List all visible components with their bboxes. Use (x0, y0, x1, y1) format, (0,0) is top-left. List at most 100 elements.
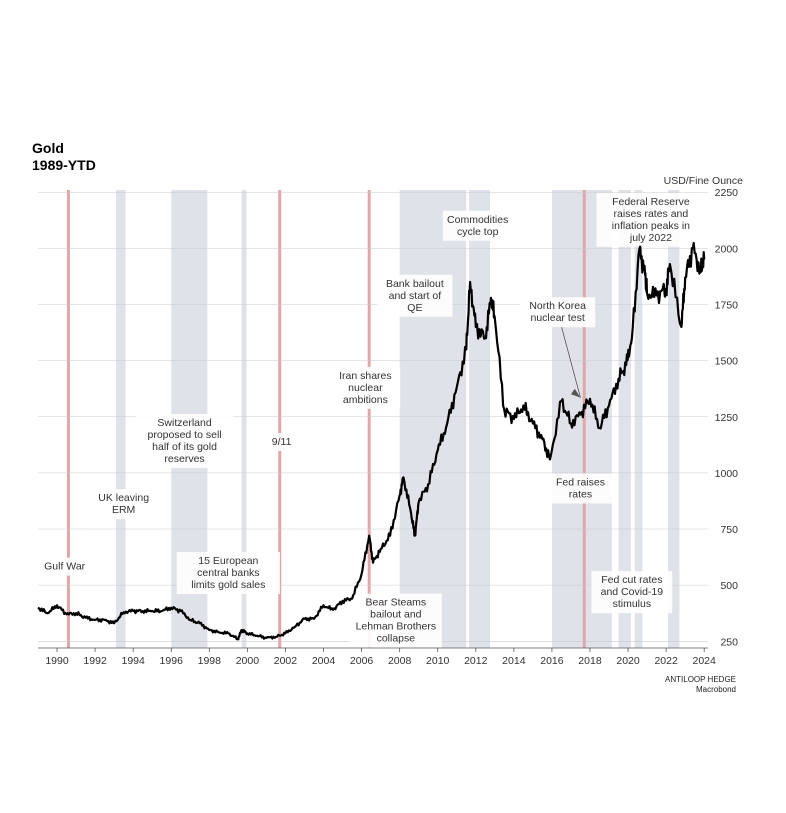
annotation-text-9-0: North Korea (529, 300, 586, 312)
annotation-arrow-line (561, 327, 581, 398)
annotation-box-7 (377, 274, 453, 317)
shaded-region-3 (399, 190, 467, 648)
x-tick-label-7: 2004 (312, 655, 336, 667)
annotation-3: 9/11 (266, 433, 297, 452)
annotation-text-11-1: and Covid-19 (601, 586, 664, 598)
shaded-region-2 (241, 190, 247, 648)
shaded-region-7 (634, 190, 643, 648)
y-tick-label-3: 1000 (715, 468, 739, 480)
annotation-text-8-1: cycle top (457, 226, 499, 238)
annotation-text-3-0: 9/11 (272, 436, 292, 448)
annotation-text-10-1: rates (569, 488, 592, 500)
y-tick-label-5: 1500 (715, 356, 739, 368)
annotation-text-12-0: Federal Reserve (612, 196, 690, 208)
annotation-text-4-1: central banks (197, 567, 259, 579)
annotation-text-10-0: Fed raises (556, 476, 605, 488)
annotation-text-12-1: raises rates and (614, 208, 689, 220)
annotation-text-12-2: inflation peaks in (612, 220, 690, 232)
annotation-box-1 (91, 489, 156, 520)
annotation-text-4-0: 15 European (198, 555, 258, 567)
annotation-text-7-2: QE (407, 302, 422, 314)
source-line-2: Macrobond (695, 685, 736, 694)
x-tick-label-6: 2002 (274, 655, 298, 667)
source-credit: ANTILOOP HEDGE Macrobond (665, 675, 736, 695)
annotation-text-9-1: nuclear test (530, 312, 584, 324)
x-tick-label-14: 2018 (578, 655, 602, 667)
annotation-0: Gulf War (38, 557, 92, 576)
annotation-text-2-1: proposed to sell (147, 429, 221, 441)
annotation-text-6-1: bailout and (370, 609, 422, 621)
annotation-box-10 (548, 473, 613, 504)
y-tick-label-0: 250 (720, 636, 738, 648)
annotation-text-7-0: Bank bailout (386, 278, 444, 290)
x-tick-label-17: 2024 (693, 655, 717, 667)
series-line-0 (37, 241, 706, 641)
x-tick-label-12: 2014 (502, 655, 526, 667)
y-tick-label-2: 750 (720, 524, 738, 536)
x-tick-label-15: 2020 (616, 655, 640, 667)
chart-title-block: Gold 1989-YTD (32, 140, 96, 174)
x-tick-label-11: 2012 (464, 655, 488, 667)
y-axis-label: USD/Fine Ounce (664, 175, 744, 187)
annotation-text-6-0: Bear Steams (365, 597, 426, 609)
y-tick-label-6: 1750 (715, 300, 739, 312)
y-tick-label-7: 2000 (715, 243, 739, 255)
annotation-box-9 (520, 297, 596, 328)
annotation-text-4-2: limits gold sales (191, 579, 265, 591)
annotation-box-12 (596, 192, 706, 247)
annotation-text-8-0: Commodities (447, 214, 508, 226)
x-tick-label-9: 2008 (388, 655, 412, 667)
annotation-text-6-2: Lehman Brothers (356, 621, 437, 633)
shaded-region-0 (116, 190, 126, 648)
series-group (37, 241, 706, 641)
x-tick-label-2: 1994 (121, 655, 145, 667)
axes: 1990 1992 1994 1996 1998 2000 2002 2004 2006 2008… (38, 187, 738, 667)
annotation-text-2-2: half of its gold (152, 441, 217, 453)
x-tick-label-4: 1998 (198, 655, 222, 667)
annotation-box-11 (591, 571, 673, 614)
x-tick-label-13: 2016 (540, 655, 564, 667)
x-tick-label-3: 1996 (160, 655, 184, 667)
x-tick-label-16: 2022 (654, 655, 678, 667)
chart-title: Gold (32, 140, 64, 156)
annotation-text-5-2: ambitions (343, 394, 388, 406)
annotation-box-0 (38, 557, 92, 576)
annotation-text-11-2: stimulus (613, 598, 652, 610)
annotation-text-2-3: reserves (164, 453, 204, 465)
annotation-box-5 (330, 366, 401, 409)
annotation-text-6-3: collapse (377, 633, 416, 645)
annotation-text-7-1: and start of (389, 290, 442, 302)
chart-subtitle: 1989-YTD (32, 157, 96, 173)
annotation-text-5-1: nuclear (348, 382, 383, 394)
shaded-region-4 (469, 190, 491, 648)
x-tick-label-5: 2000 (236, 655, 260, 667)
annotation-box-2 (135, 413, 234, 468)
annotation-text-5-0: Iran shares (339, 370, 392, 382)
annotation-text-11-0: Fed cut rates (601, 574, 662, 586)
y-tick-label-8: 2250 (715, 187, 739, 199)
annotation-text-0-0: Gulf War (44, 561, 86, 573)
annotation-text-12-3: july 2022 (629, 232, 672, 244)
annotation-box-6 (349, 593, 442, 648)
annotation-box-3 (266, 433, 297, 452)
annotation-text-1-1: ERM (112, 504, 135, 516)
x-tick-label-10: 2010 (426, 655, 450, 667)
annotation-box-8 (442, 210, 513, 241)
source-line-1: ANTILOOP HEDGE (665, 675, 736, 684)
x-tick-label-0: 1990 (45, 655, 69, 667)
y-tick-label-4: 1250 (715, 412, 739, 424)
x-tick-label-1: 1992 (83, 655, 107, 667)
